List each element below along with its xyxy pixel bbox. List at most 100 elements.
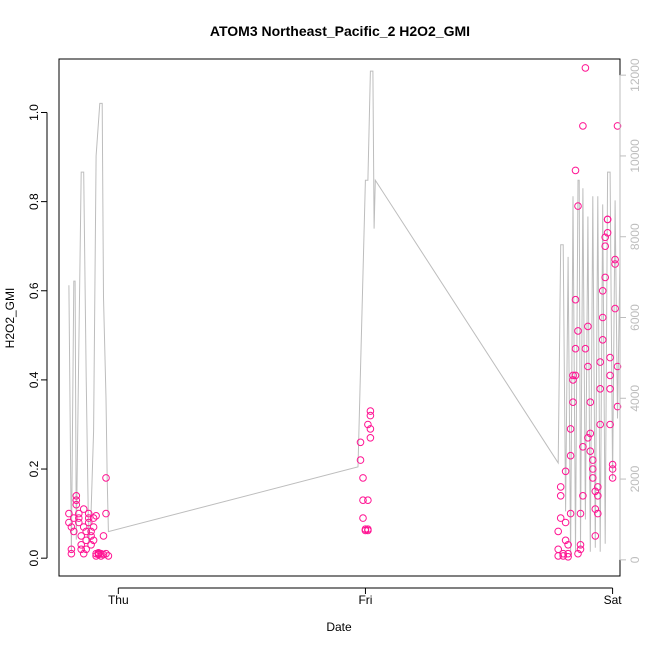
- data-point: [586, 429, 595, 438]
- data-point: [603, 229, 612, 237]
- data-point: [364, 496, 372, 505]
- data-point: [359, 496, 367, 505]
- data-point: [79, 549, 88, 558]
- data-point: [359, 514, 367, 522]
- data-point: [576, 541, 585, 549]
- data-point: [564, 541, 572, 549]
- data-point: [569, 376, 577, 384]
- data-point: [67, 545, 76, 554]
- data-point: [72, 496, 81, 505]
- data-point: [77, 532, 85, 540]
- data-point: [72, 500, 81, 509]
- data-point: [571, 371, 580, 380]
- plot-frame: [58, 58, 621, 577]
- data-point: [598, 287, 607, 295]
- data-point: [75, 509, 83, 518]
- data-point: [594, 483, 602, 491]
- data-point: [554, 527, 563, 536]
- data-point: [84, 518, 93, 527]
- y-tick-label: 0.8: [27, 193, 41, 210]
- y2-tick-label: 6000: [628, 304, 642, 331]
- data-point: [579, 492, 587, 500]
- data-point: [613, 122, 622, 130]
- x-tick-label: Sat: [604, 593, 623, 607]
- data-point: [65, 509, 73, 518]
- x-tick-label: Fri: [358, 593, 372, 607]
- y2-tick-label: 8000: [628, 223, 642, 250]
- y2-tick-label: 12000: [628, 58, 642, 92]
- y-tick-label: 0.6: [27, 282, 41, 299]
- data-point: [611, 260, 619, 268]
- y-tick-label: 0.0: [27, 550, 41, 567]
- y2-tick-label: 0: [628, 556, 642, 563]
- data-point: [102, 509, 110, 518]
- y2-tick-label: 10000: [628, 139, 642, 173]
- data-point: [566, 425, 575, 433]
- data-point: [70, 527, 78, 536]
- data-point: [598, 336, 607, 344]
- x-axis-label: Date: [326, 620, 352, 634]
- data-point: [366, 434, 375, 442]
- data-point: [556, 514, 565, 522]
- data-point: [82, 536, 90, 545]
- series-line: [68, 70, 621, 556]
- data-point: [561, 518, 570, 527]
- y-tick-label: 1.0: [27, 104, 41, 121]
- data-point: [576, 509, 585, 518]
- data-point: [579, 122, 587, 130]
- data-point: [594, 509, 602, 518]
- y2-tick-label: 4000: [628, 385, 642, 412]
- data-point: [586, 447, 595, 456]
- data-point: [581, 344, 590, 353]
- data-point: [591, 505, 600, 513]
- data-point: [584, 362, 592, 371]
- data-point: [70, 514, 78, 522]
- data-point: [611, 304, 619, 313]
- data-point: [366, 411, 375, 420]
- data-point: [608, 460, 617, 469]
- data-point: [591, 532, 600, 540]
- data-point: [554, 545, 563, 554]
- data-point: [571, 166, 580, 175]
- data-point: [82, 545, 90, 554]
- data-point: [611, 255, 619, 264]
- data-point: [606, 371, 614, 380]
- left-axis-points: [65, 64, 622, 561]
- right-axis-series: [68, 70, 621, 556]
- data-point: [556, 492, 565, 500]
- axes: 0.0 0.2 0.4 0.6 0.8 1.0 Thu Fri Sat 0 2000 4000 6000…: [27, 58, 642, 607]
- data-point: [601, 273, 610, 282]
- data-point: [598, 313, 607, 322]
- data-point: [87, 527, 95, 536]
- data-point: [574, 549, 582, 558]
- data-point: [594, 492, 602, 500]
- y-tick-label: 0.2: [27, 460, 41, 477]
- data-point: [102, 474, 110, 482]
- data-point: [571, 344, 580, 353]
- data-point: [596, 385, 605, 393]
- data-point: [561, 467, 570, 476]
- data-point: [89, 536, 98, 545]
- data-point: [72, 492, 81, 500]
- data-point: [591, 487, 600, 496]
- data-point: [601, 242, 610, 250]
- data-point: [589, 456, 597, 464]
- data-point: [566, 451, 575, 460]
- data-point: [574, 202, 582, 210]
- data-point: [584, 434, 592, 442]
- data-point: [601, 233, 610, 242]
- data-point: [75, 518, 83, 527]
- y-tick-label: 0.4: [27, 371, 41, 388]
- data-point: [89, 523, 98, 531]
- data-point: [82, 527, 90, 536]
- data-point: [571, 295, 580, 304]
- data-point: [606, 385, 614, 393]
- data-point: [579, 443, 587, 451]
- data-point: [608, 474, 617, 482]
- data-point: [608, 465, 617, 473]
- data-point: [356, 456, 365, 464]
- data-point: [589, 474, 597, 482]
- data-point: [584, 322, 592, 331]
- y2-tick-label: 2000: [628, 465, 642, 492]
